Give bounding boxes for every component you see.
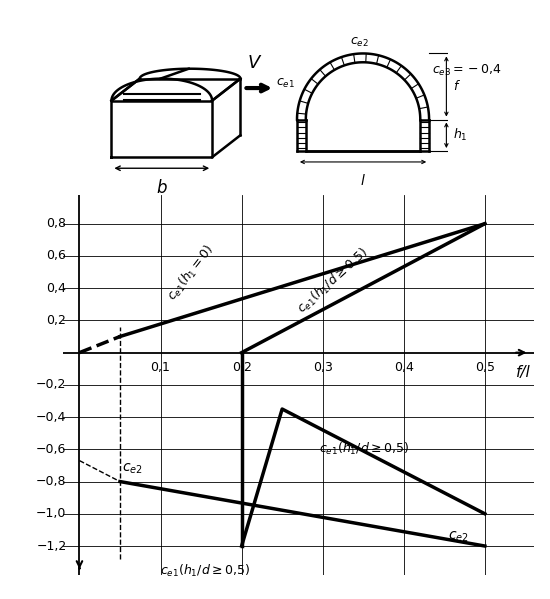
Text: $b$: $b$ xyxy=(156,179,168,197)
Text: $c_{e1}(h_1/d\geq 0{,}5)$: $c_{e1}(h_1/d\geq 0{,}5)$ xyxy=(318,441,409,458)
Text: 0,8: 0,8 xyxy=(47,217,67,230)
Text: $h_1$: $h_1$ xyxy=(453,127,468,143)
Text: −0,2: −0,2 xyxy=(36,379,67,391)
Text: 0,4: 0,4 xyxy=(47,282,67,295)
Text: $c_{e2}$: $c_{e2}$ xyxy=(122,461,142,476)
Text: $l$: $l$ xyxy=(360,173,366,188)
Text: 0,4: 0,4 xyxy=(394,361,414,374)
Text: 0,1: 0,1 xyxy=(151,361,170,374)
Text: $c_{e1}$: $c_{e1}$ xyxy=(277,77,295,90)
Text: f/l: f/l xyxy=(516,365,531,380)
Text: −1,2: −1,2 xyxy=(36,540,67,552)
Text: $f$: $f$ xyxy=(453,80,461,93)
Text: 0,2: 0,2 xyxy=(47,314,67,327)
Text: −0,6: −0,6 xyxy=(36,443,67,456)
Text: 0,6: 0,6 xyxy=(47,249,67,262)
Text: $V$: $V$ xyxy=(247,54,262,72)
Text: $c_{e2}$: $c_{e2}$ xyxy=(448,529,469,543)
Text: $c_{e1}(h_1/d\geq 0{,}5)$: $c_{e1}(h_1/d\geq 0{,}5)$ xyxy=(294,245,372,317)
Text: $c_{e1}(h_1=0)$: $c_{e1}(h_1=0)$ xyxy=(164,243,218,304)
Text: −0,8: −0,8 xyxy=(36,475,67,488)
Text: $c_{e3}=-0{,}4$: $c_{e3}=-0{,}4$ xyxy=(432,62,502,77)
Text: −0,4: −0,4 xyxy=(36,410,67,423)
Text: −1,0: −1,0 xyxy=(36,507,67,521)
Text: 0,2: 0,2 xyxy=(232,361,251,374)
Text: 0,5: 0,5 xyxy=(475,361,495,374)
Text: 0,3: 0,3 xyxy=(313,361,333,374)
Text: $c_{e1}(h_1/d\geq 0{,}5)$: $c_{e1}(h_1/d\geq 0{,}5)$ xyxy=(160,563,250,579)
Text: $c_{e2}$: $c_{e2}$ xyxy=(350,36,370,49)
